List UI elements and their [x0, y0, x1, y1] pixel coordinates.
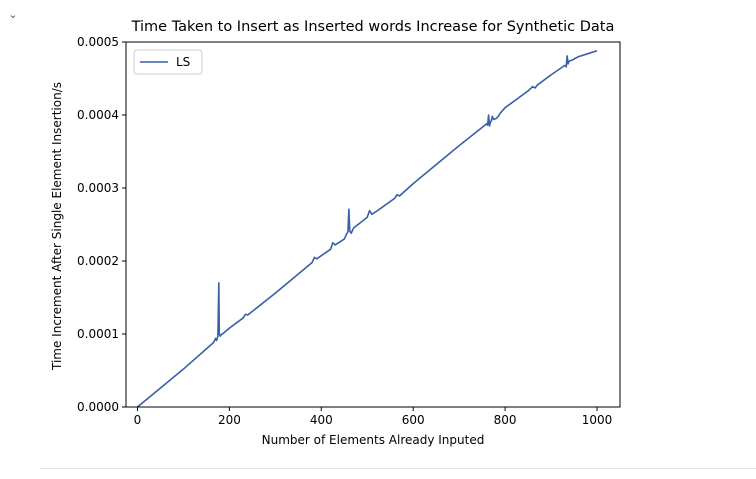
legend-label: LS: [176, 55, 190, 69]
chevron-down-icon[interactable]: ⌄: [8, 8, 18, 21]
y-tick-label: 0.0004: [77, 108, 119, 122]
chart-title: Time Taken to Insert as Inserted words I…: [131, 19, 615, 35]
y-tick-label: 0.0003: [77, 181, 119, 195]
y-tick-label: 0.0000: [77, 400, 119, 414]
x-tick-label: 400: [310, 413, 333, 427]
y-axis-label: Time Increment After Single Element Inse…: [50, 82, 64, 371]
plot-frame: [125, 41, 621, 408]
y-tick-label: 0.0001: [77, 327, 119, 341]
y-tick-label: 0.0005: [77, 35, 119, 49]
x-tick-label: 0: [134, 413, 142, 427]
plot-area: 0 200 400 600 800 1000 0.0000 0.0001 0.0002 0.000…: [77, 35, 621, 427]
x-axis-label: Number of Elements Already Inputed: [262, 433, 485, 447]
x-tick-label: 1000: [582, 413, 613, 427]
x-tick-label: 600: [402, 413, 425, 427]
y-tick-label: 0.0002: [77, 254, 119, 268]
x-tick-label: 200: [218, 413, 241, 427]
x-tick-label: 800: [494, 413, 517, 427]
series-line-ls: [136, 49, 598, 408]
divider: [40, 468, 756, 469]
